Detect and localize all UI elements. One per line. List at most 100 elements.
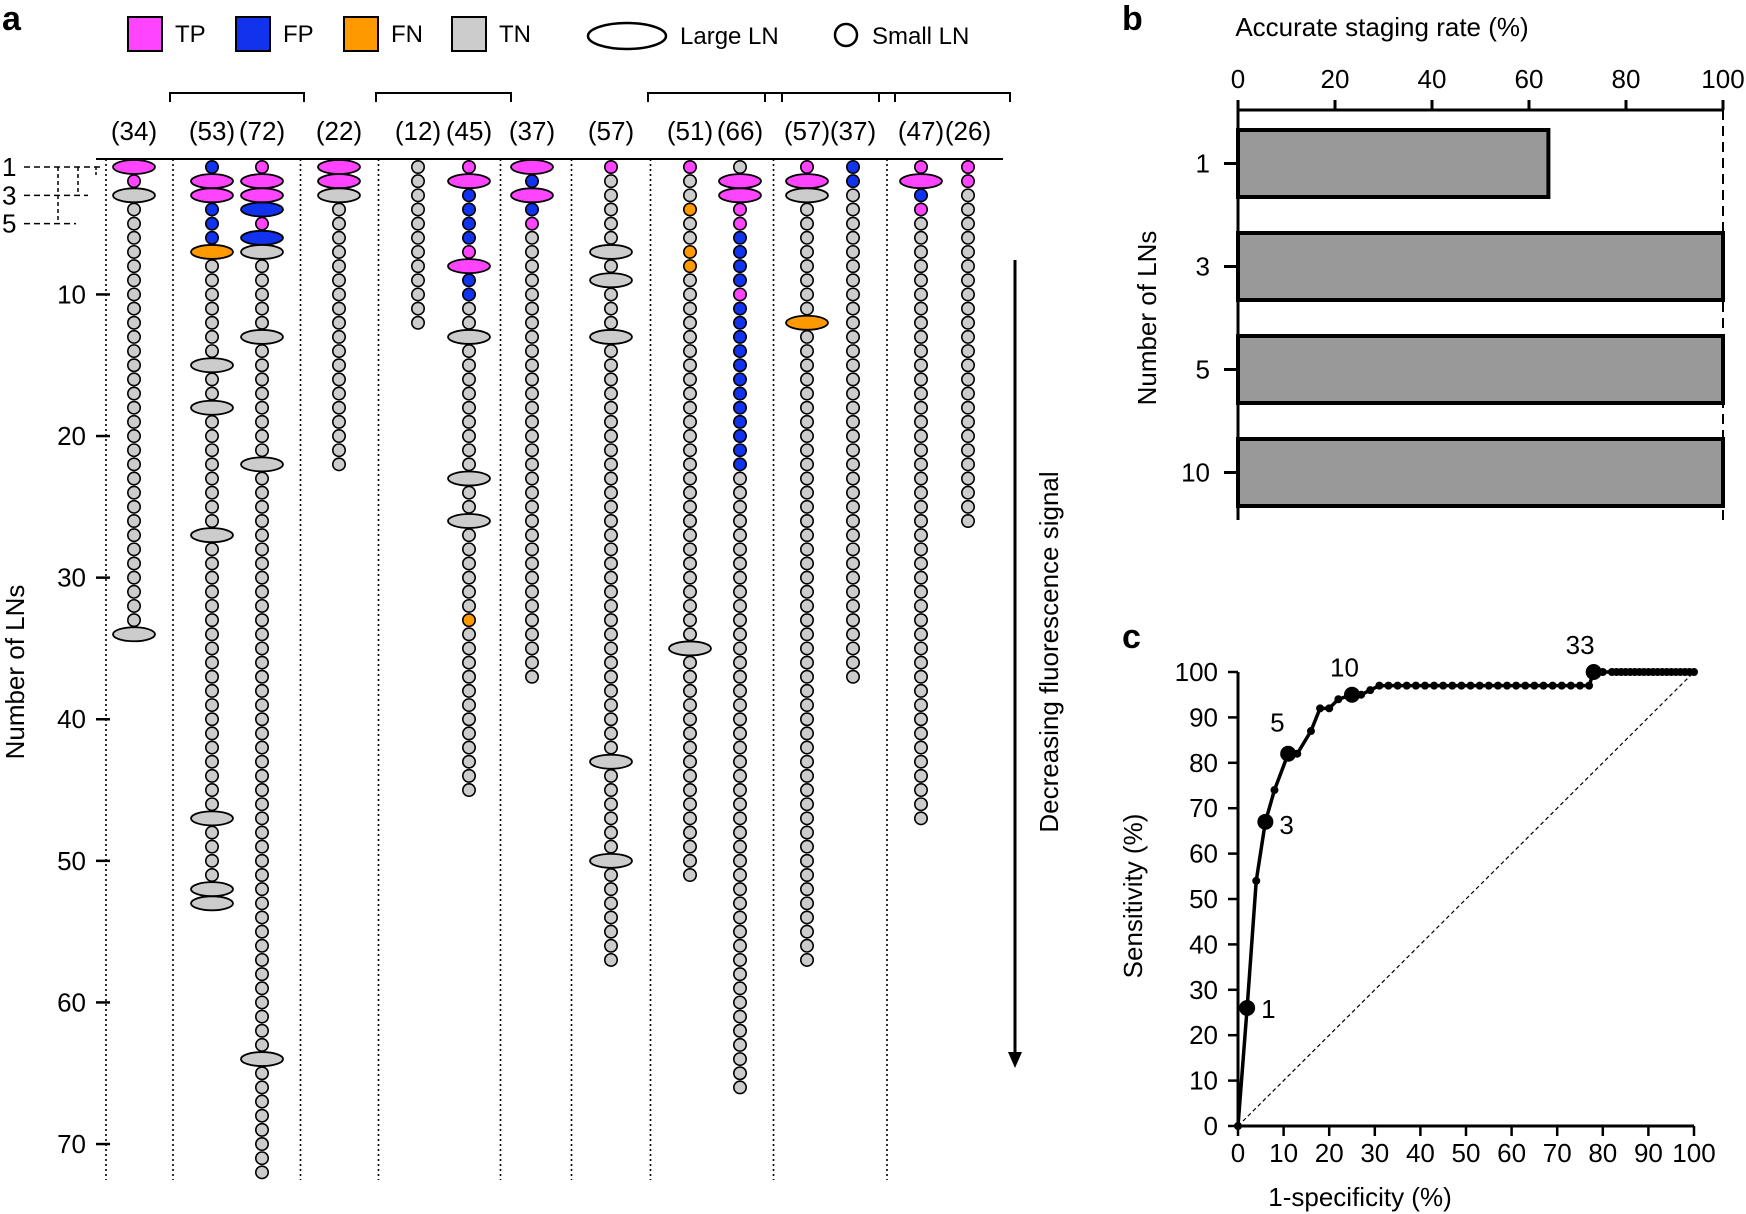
c-highlight-label-10: 10 (1330, 653, 1359, 683)
small-ln-tn (799, 882, 814, 897)
small-ln-tn (732, 995, 747, 1010)
small-ln-tn (799, 839, 814, 854)
small-ln-fp (732, 386, 747, 401)
small-ln-tn (205, 853, 220, 868)
small-ln-tn (524, 528, 539, 543)
patient-label-12: (37) (830, 116, 876, 146)
ln-column-9 (668, 160, 712, 882)
small-ln-tn (960, 315, 975, 330)
small-ln-tn (960, 513, 975, 528)
small-ln-tn (410, 216, 425, 231)
small-ln-tn (913, 429, 928, 444)
small-ln-tn (603, 768, 618, 783)
small-ln-tn (331, 414, 346, 429)
c-x-axis-title: 1-specificity (%) (1268, 1182, 1451, 1212)
small-ln-tn (913, 542, 928, 557)
small-ln-tn (845, 301, 860, 316)
small-ln-tn (603, 457, 618, 472)
small-ln-tn (960, 202, 975, 217)
ln-column-5 (410, 160, 425, 330)
c-roc-point (1690, 668, 1698, 676)
c-roc-point (1316, 704, 1325, 713)
small-ln-tn (732, 641, 747, 656)
small-ln-tn (603, 938, 618, 953)
small-ln-tn (255, 287, 270, 302)
c-roc-point (1375, 681, 1384, 690)
small-ln-tn (913, 259, 928, 274)
small-ln-tn (603, 400, 618, 415)
small-ln-tn (255, 698, 270, 713)
small-ln-tn (205, 372, 220, 387)
small-ln-tn (732, 1009, 747, 1024)
small-ln-tn (799, 329, 814, 344)
small-ln-tn (524, 358, 539, 373)
small-ln-tp (960, 174, 975, 189)
small-ln-tn (732, 967, 747, 982)
c-roc-point (1548, 681, 1557, 690)
small-ln-tn (205, 414, 220, 429)
small-ln-tn (682, 443, 697, 458)
small-ln-tn (255, 499, 270, 514)
ln-column-11 (785, 160, 829, 967)
small-ln-tn (461, 315, 476, 330)
small-ln-fp (732, 429, 747, 444)
small-ln-tn (205, 683, 220, 698)
small-ln-fp (732, 230, 747, 245)
small-ln-tn (913, 655, 928, 670)
c-xtick-label-80: 80 (1588, 1138, 1617, 1168)
small-ln-tn (799, 627, 814, 642)
c-roc-point (1306, 727, 1315, 736)
small-ln-tn (732, 924, 747, 939)
small-ln-tn (603, 584, 618, 599)
small-ln-tn (127, 259, 142, 274)
small-ln-tn (127, 528, 142, 543)
small-ln-tn (255, 811, 270, 826)
small-ln-tn (799, 896, 814, 911)
small-ln-tp (682, 160, 697, 175)
small-ln-tn (960, 485, 975, 500)
small-ln-tn (127, 457, 142, 472)
large-ln-tn (190, 895, 234, 912)
panel-letter-b: b (1122, 0, 1143, 38)
c-roc-point (1539, 681, 1548, 690)
small-ln-tn (255, 471, 270, 486)
small-ln-tn (603, 386, 618, 401)
small-ln-tn (732, 655, 747, 670)
small-ln-tn (255, 386, 270, 401)
c-ytick-label-30: 30 (1189, 975, 1218, 1005)
small-ln-tn (410, 188, 425, 203)
c-roc-point (1234, 1122, 1242, 1130)
legend-label-fp: FP (283, 21, 314, 48)
small-ln-tn (845, 259, 860, 274)
c-roc-point (1585, 681, 1594, 690)
small-ln-tn (960, 301, 975, 316)
small-ln-tn (255, 669, 270, 684)
small-ln-tn (732, 825, 747, 840)
legend-small-ln-label: Small LN (872, 23, 969, 50)
small-ln-tn (205, 499, 220, 514)
small-ln-tn (524, 259, 539, 274)
small-ln-tn (799, 273, 814, 288)
small-ln-tn (845, 669, 860, 684)
small-ln-tn (603, 882, 618, 897)
small-ln-fp (732, 273, 747, 288)
large-ln-fn (785, 314, 829, 331)
small-ln-tn (603, 740, 618, 755)
small-ln-tn (845, 584, 860, 599)
small-ln-tn (960, 244, 975, 259)
small-ln-tn (845, 429, 860, 444)
small-ln-tn (461, 740, 476, 755)
small-ln-tn (913, 613, 928, 628)
small-ln-tn (732, 542, 747, 557)
small-ln-tn (799, 867, 814, 882)
ln-column-12 (845, 160, 860, 684)
c-highlight-point-1 (1239, 999, 1256, 1016)
small-ln-tn (682, 358, 697, 373)
c-highlight-point-5 (1280, 745, 1297, 762)
c-diagonal-reference (1237, 671, 1695, 1127)
small-ln-tn (524, 598, 539, 613)
small-ln-tn (682, 344, 697, 359)
small-ln-tn (461, 712, 476, 727)
small-ln-tn (461, 485, 476, 500)
